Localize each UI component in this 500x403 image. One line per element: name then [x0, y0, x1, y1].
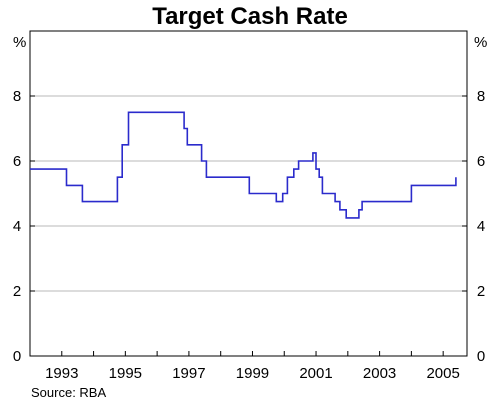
y-tick-label-right: 8 [477, 88, 485, 105]
x-tick-label-2003: 2003 [363, 365, 396, 382]
y-tick-label-right: 4 [477, 218, 485, 235]
y-tick-label-right: 6 [477, 153, 485, 170]
x-tick-label-1995: 1995 [109, 365, 142, 382]
x-axis-labels: 1993 1995 1997 1999 2001 2003 2005 [45, 365, 460, 382]
gridlines [30, 95, 467, 292]
y-axis-unit-right: % [474, 34, 487, 51]
y-tick-label-left: 6 [13, 153, 21, 170]
source-note: Source: RBA [31, 385, 106, 400]
y-tick-label-right: 2 [477, 283, 485, 300]
series-line-cash-rate [30, 111, 457, 219]
y-tick-label-left: 0 [13, 348, 21, 365]
x-tick-label-2001: 2001 [299, 365, 332, 382]
plot-frame [29, 30, 468, 357]
y-axis-labels-right: 0 2 4 6 8 [477, 88, 485, 365]
y-axis-unit-left: % [13, 34, 26, 51]
y-tick-label-left: 4 [13, 218, 21, 235]
y-axis-labels-left: 0 2 4 6 8 [13, 88, 21, 365]
x-tick-label-1993: 1993 [45, 365, 78, 382]
x-tick-label-1997: 1997 [172, 365, 205, 382]
y-tick-label-left: 8 [13, 88, 21, 105]
x-tick-label-1999: 1999 [236, 365, 269, 382]
x-axis-ticks [29, 351, 444, 356]
chart-title: Target Cash Rate [152, 3, 348, 30]
y-axis-ticks [30, 95, 467, 357]
y-tick-label-right: 0 [477, 348, 485, 365]
y-tick-label-left: 2 [13, 283, 21, 300]
x-tick-label-2005: 2005 [426, 365, 459, 382]
